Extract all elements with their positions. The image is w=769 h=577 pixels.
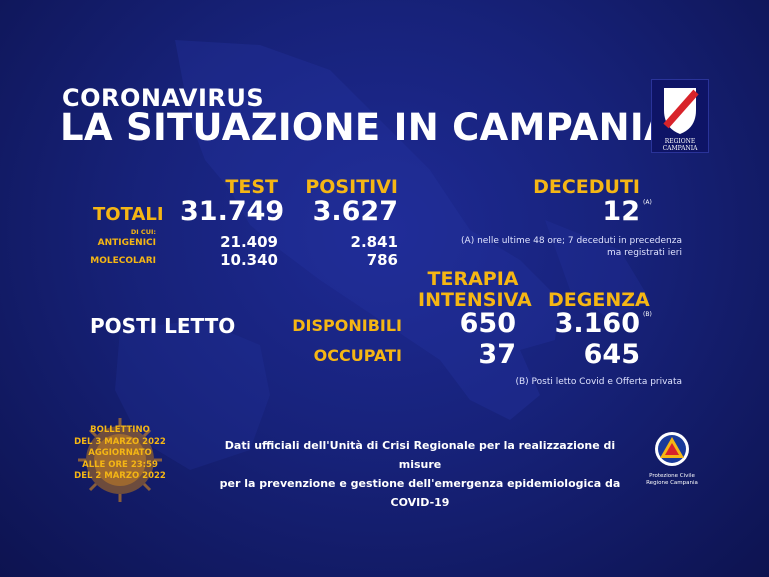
- totali-label: TOTALI: [93, 204, 164, 225]
- regione-campania-logo: REGIONE CAMPANIA: [651, 79, 709, 153]
- test-total: 31.749: [180, 196, 285, 227]
- footer-line2: per la prevenzione e gestione dell'emerg…: [219, 477, 621, 509]
- degenza-marker: (B): [643, 311, 652, 318]
- bulletin-line2: DEL 3 MARZO 2022: [74, 436, 166, 447]
- ti-disponibili: 650: [459, 308, 516, 339]
- protezione-civile-logo-icon: [655, 432, 689, 466]
- coat-of-arms-icon: [663, 88, 699, 134]
- deceduti-marker: (A): [643, 199, 652, 206]
- antigenici-positivi: 2.841: [350, 233, 398, 251]
- page-title: LA SITUAZIONE IN CAMPANIA: [60, 106, 673, 149]
- footer-line1: Dati ufficiali dell'Unità di Crisi Regio…: [224, 439, 616, 471]
- positivi-total: 3.627: [312, 196, 398, 227]
- degenza-occupati: 645: [583, 339, 640, 370]
- bulletin: BOLLETTINO DEL 3 MARZO 2022 AGGIORNATO A…: [60, 425, 180, 483]
- bulletin-line1: BOLLETTINO: [90, 425, 150, 435]
- protezione-civile-caption: Protezione Civile Regione Campania: [630, 473, 714, 487]
- deceduti-value: 12: [602, 196, 640, 227]
- di-cui-label: DI CUI:: [130, 228, 156, 236]
- positivi-header: POSITIVI: [305, 176, 398, 198]
- molecolari-label: MOLECOLARI: [90, 256, 156, 266]
- antigenici-label: ANTIGENICI: [97, 238, 156, 248]
- pc-line2: Regione Campania: [646, 480, 698, 486]
- molecolari-positivi: 786: [366, 251, 398, 269]
- degenza-header: DEGENZA: [548, 289, 650, 311]
- footer-text: Dati ufficiali dell'Unità di Crisi Regio…: [210, 436, 630, 512]
- virus-icon: [78, 418, 162, 502]
- occupati-label: OCCUPATI: [313, 346, 402, 365]
- bulletin-line4: ALLE ORE 23:59: [82, 459, 158, 470]
- subtitle: CORONAVIRUS: [62, 84, 265, 112]
- degenza-disponibili: 3.160: [554, 308, 640, 339]
- bulletin-line5: DEL 2 MARZO 2022: [74, 471, 166, 481]
- deceduti-note-line1: (A) nelle ultime 48 ore; 7 deceduti in p…: [461, 236, 682, 246]
- ti-occupati: 37: [478, 339, 516, 370]
- logo-caption: REGIONE CAMPANIA: [662, 138, 698, 152]
- posti-letto-label: POSTI LETTO: [90, 314, 236, 338]
- molecolari-test: 10.340: [220, 251, 278, 269]
- disponibili-label: DISPONIBILI: [292, 316, 402, 335]
- antigenici-test: 21.409: [220, 233, 278, 251]
- terapia-header-line2: INTENSIVA: [418, 289, 532, 311]
- terapia-header-line1: TERAPIA: [427, 268, 519, 290]
- deceduti-note-line2: ma registrati ieri: [607, 248, 682, 258]
- bulletin-line3: AGGIORNATO: [88, 448, 152, 458]
- test-header: TEST: [225, 176, 278, 198]
- deceduti-header: DECEDUTI: [533, 176, 640, 198]
- pc-line1: Protezione Civile: [649, 473, 695, 479]
- posti-letto-note: (B) Posti letto Covid e Offerta privata: [515, 377, 682, 387]
